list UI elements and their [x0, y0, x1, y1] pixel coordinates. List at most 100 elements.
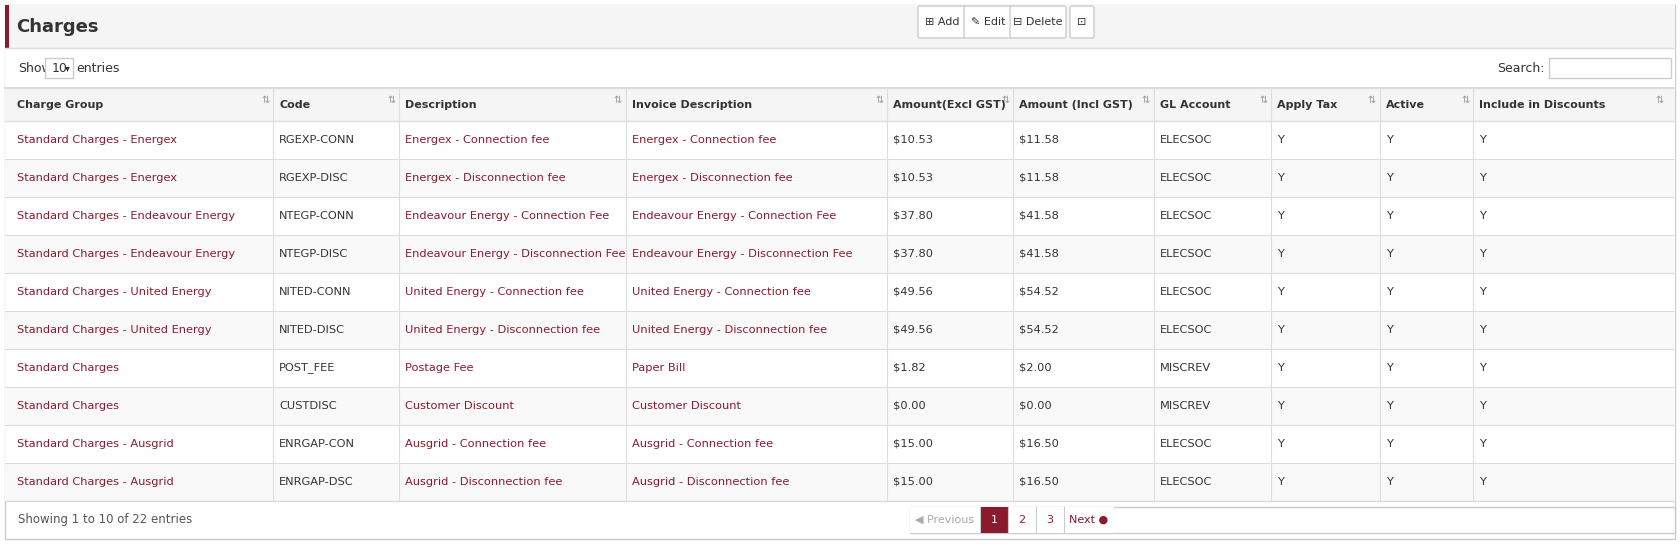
Text: Y: Y [1478, 439, 1485, 449]
Text: Energex - Disconnection fee: Energex - Disconnection fee [405, 173, 566, 183]
Text: ◀ Previous: ◀ Previous [916, 515, 974, 525]
Text: Standard Charges: Standard Charges [17, 363, 119, 373]
Text: $0.00: $0.00 [894, 401, 926, 411]
Text: $41.58: $41.58 [1020, 211, 1058, 221]
Bar [5, 121, 1675, 159]
Text: Y: Y [1478, 325, 1485, 335]
Text: $2.00: $2.00 [1020, 363, 1052, 373]
Text: Y: Y [1386, 135, 1393, 145]
Text: Customer Discount: Customer Discount [632, 401, 741, 411]
FancyBboxPatch shape [964, 6, 1011, 38]
Text: Energex - Connection fee: Energex - Connection fee [405, 135, 549, 145]
Text: Invoice Description: Invoice Description [632, 100, 753, 109]
Text: ELECSOC: ELECSOC [1159, 477, 1213, 487]
Text: $37.80: $37.80 [894, 249, 932, 259]
Text: ⇅: ⇅ [1368, 95, 1376, 104]
Text: $15.00: $15.00 [894, 477, 932, 487]
Text: Energex - Disconnection fee: Energex - Disconnection fee [632, 173, 793, 183]
Text: Amount (Incl GST): Amount (Incl GST) [1020, 100, 1132, 109]
Text: United Energy - Connection fee: United Energy - Connection fee [405, 287, 585, 297]
Text: $15.00: $15.00 [894, 439, 932, 449]
Text: CUSTDISC: CUSTDISC [279, 401, 336, 411]
Text: $11.58: $11.58 [1020, 173, 1058, 183]
Text: United Energy - Connection fee: United Energy - Connection fee [632, 287, 811, 297]
Text: Y: Y [1386, 401, 1393, 411]
Text: ✎ Edit: ✎ Edit [971, 17, 1005, 27]
Text: Y: Y [1277, 249, 1284, 259]
Text: entries: entries [76, 61, 119, 75]
Bar [5, 235, 1675, 273]
Text: ⇅: ⇅ [1001, 95, 1010, 104]
Text: Y: Y [1478, 287, 1485, 297]
Text: Y: Y [1277, 135, 1284, 145]
Text: Y: Y [1478, 249, 1485, 259]
Text: Apply Tax: Apply Tax [1277, 100, 1337, 109]
Bar [5, 387, 1675, 425]
Text: Y: Y [1277, 477, 1284, 487]
Text: Ausgrid - Disconnection fee: Ausgrid - Disconnection fee [632, 477, 790, 487]
Text: NITED-DISC: NITED-DISC [279, 325, 344, 335]
Bar [1008, 507, 1037, 533]
Text: ⊡: ⊡ [1077, 17, 1087, 27]
Text: Y: Y [1277, 439, 1284, 449]
Text: Y: Y [1277, 211, 1284, 221]
Bar [5, 463, 1675, 501]
Text: $16.50: $16.50 [1020, 439, 1058, 449]
Text: $10.53: $10.53 [894, 135, 932, 145]
Text: MISCREV: MISCREV [1159, 363, 1211, 373]
Text: Y: Y [1386, 477, 1393, 487]
Text: Next ●: Next ● [1070, 515, 1109, 525]
Text: Y: Y [1386, 173, 1393, 183]
Text: Charges: Charges [17, 17, 99, 35]
Text: Showing 1 to 10 of 22 entries: Showing 1 to 10 of 22 entries [18, 514, 192, 527]
Text: ▾: ▾ [66, 63, 71, 73]
Text: Standard Charges - Ausgrid: Standard Charges - Ausgrid [17, 477, 173, 487]
Text: Y: Y [1277, 173, 1284, 183]
Text: Search:: Search: [1497, 61, 1546, 75]
Text: NTEGP-CONN: NTEGP-CONN [279, 211, 354, 221]
Text: ⇅: ⇅ [875, 95, 884, 104]
Text: ⇅: ⇅ [1142, 95, 1151, 104]
Text: Endeavour Energy - Disconnection Fee: Endeavour Energy - Disconnection Fee [405, 249, 625, 259]
Text: Endeavour Energy - Disconnection Fee: Endeavour Energy - Disconnection Fee [632, 249, 852, 259]
Text: Standard Charges: Standard Charges [17, 401, 119, 411]
Text: ⇅: ⇅ [1656, 95, 1665, 104]
Text: Energex - Connection fee: Energex - Connection fee [632, 135, 776, 145]
Text: Y: Y [1478, 135, 1485, 145]
Text: NTEGP-DISC: NTEGP-DISC [279, 249, 348, 259]
FancyBboxPatch shape [1070, 6, 1094, 38]
Text: Ausgrid - Connection fee: Ausgrid - Connection fee [632, 439, 773, 449]
Text: ⊞ Add: ⊞ Add [924, 17, 959, 27]
Text: $49.56: $49.56 [894, 287, 932, 297]
Text: Description: Description [405, 100, 477, 109]
Text: Endeavour Energy - Connection Fee: Endeavour Energy - Connection Fee [632, 211, 837, 221]
Text: Y: Y [1386, 439, 1393, 449]
Text: $54.52: $54.52 [1020, 325, 1058, 335]
Text: Y: Y [1277, 401, 1284, 411]
Bar [1037, 507, 1063, 533]
Text: Paper Bill: Paper Bill [632, 363, 685, 373]
Text: Y: Y [1277, 363, 1284, 373]
Bar [5, 5, 8, 48]
Text: Y: Y [1386, 363, 1393, 373]
Text: RGEXP-CONN: RGEXP-CONN [279, 135, 354, 145]
FancyBboxPatch shape [1010, 6, 1067, 38]
Text: ELECSOC: ELECSOC [1159, 211, 1213, 221]
Bar [5, 197, 1675, 235]
Text: 3: 3 [1047, 515, 1053, 525]
Bar [1549, 58, 1672, 78]
Text: Y: Y [1478, 363, 1485, 373]
Text: 1: 1 [991, 515, 998, 525]
Text: Standard Charges - Ausgrid: Standard Charges - Ausgrid [17, 439, 173, 449]
Text: Code: Code [279, 100, 311, 109]
Text: United Energy - Disconnection fee: United Energy - Disconnection fee [632, 325, 827, 335]
Text: ELECSOC: ELECSOC [1159, 287, 1213, 297]
Text: Ausgrid - Connection fee: Ausgrid - Connection fee [405, 439, 546, 449]
Text: Y: Y [1277, 325, 1284, 335]
Text: ELECSOC: ELECSOC [1159, 249, 1213, 259]
Text: $37.80: $37.80 [894, 211, 932, 221]
FancyBboxPatch shape [917, 6, 966, 38]
Text: ⇅: ⇅ [1258, 95, 1267, 104]
Text: Y: Y [1478, 477, 1485, 487]
Bar [911, 507, 1675, 533]
